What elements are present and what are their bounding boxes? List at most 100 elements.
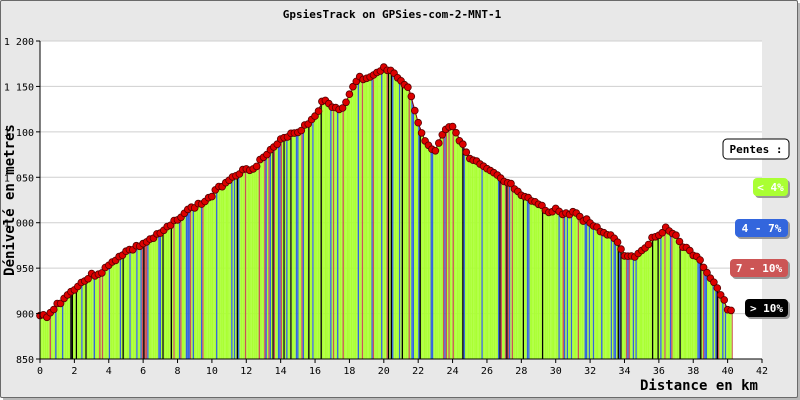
slope-bar <box>522 197 525 359</box>
slope-bar <box>121 254 123 359</box>
slope-bar <box>213 193 215 359</box>
slope-bar <box>474 162 476 359</box>
slope-bar <box>150 239 152 359</box>
slope-bar <box>232 176 234 359</box>
slope-bar <box>112 261 115 359</box>
elevation-point <box>696 256 704 264</box>
slope-bar <box>686 249 688 359</box>
elevation-point <box>338 104 347 112</box>
slope-bar <box>654 236 657 359</box>
slope-bar <box>621 250 624 359</box>
slope-bar <box>207 198 210 359</box>
slope-bar <box>719 293 721 359</box>
x-tick-label: 2 <box>71 366 77 377</box>
slope-bar <box>290 133 292 359</box>
slope-bar <box>665 228 668 359</box>
slope-bar <box>572 211 574 359</box>
slope-bar <box>609 235 611 359</box>
slope-bar <box>46 315 49 359</box>
slope-bar <box>731 313 733 359</box>
y-tick-label: 900 <box>16 310 34 321</box>
slope-bar <box>595 227 597 359</box>
slope-bar <box>295 132 298 359</box>
slope-bar <box>507 184 509 359</box>
slope-bar <box>493 174 496 359</box>
elevation-point <box>345 90 354 98</box>
slope-bar <box>229 178 232 359</box>
slope-bar <box>64 297 67 359</box>
slope-bar <box>694 256 696 359</box>
slope-bar <box>145 241 148 359</box>
elevation-point <box>297 126 306 135</box>
slope-bar <box>414 110 416 360</box>
slope-bar <box>635 254 637 359</box>
slope-bar <box>52 309 54 359</box>
slope-bar <box>136 246 138 359</box>
slope-bar <box>423 139 426 359</box>
slope-bar <box>101 270 104 359</box>
slope-bar <box>537 204 540 359</box>
slope-bar <box>222 183 225 359</box>
slope-bar <box>425 142 427 359</box>
slope-bar <box>704 268 706 359</box>
slope-bar <box>40 316 42 359</box>
slope-bar <box>662 230 665 359</box>
slope-bar <box>408 90 410 360</box>
y-tick-label: 850 <box>16 355 34 366</box>
slope-bar <box>141 243 144 359</box>
slope-bar <box>557 210 559 359</box>
slope-bar <box>565 214 567 359</box>
slope-bar <box>580 217 582 359</box>
slope-bar <box>559 212 562 359</box>
slope-bar <box>623 253 625 359</box>
slope-bar <box>371 76 373 360</box>
slope-bar <box>540 206 542 359</box>
slope-bar <box>449 125 452 359</box>
slope-bar <box>519 196 522 359</box>
slope-bar <box>178 216 181 359</box>
slope-bar <box>430 147 432 359</box>
slope-bar <box>313 116 316 360</box>
slope-bar <box>610 236 613 359</box>
elevation-point <box>713 284 722 292</box>
slope-bar <box>51 311 53 359</box>
slope-bar <box>416 120 419 359</box>
slope-bar <box>627 255 629 359</box>
slope-bar <box>462 146 464 359</box>
slope-bar <box>108 265 111 359</box>
slope-bar <box>385 67 387 359</box>
slope-bar <box>378 71 380 359</box>
slope-bar <box>335 107 338 359</box>
slope-bar <box>367 78 369 359</box>
slope-bar <box>404 84 406 360</box>
slope-bar <box>485 169 487 359</box>
slope-bar <box>583 219 585 359</box>
slope-bar <box>280 140 283 359</box>
slope-bar <box>162 231 164 359</box>
slope-bar <box>613 237 615 359</box>
slope-bar <box>628 256 630 359</box>
elevation-point <box>314 107 323 115</box>
slope-bar <box>647 242 650 359</box>
slope-bar <box>660 232 662 359</box>
slope-bar <box>205 200 207 359</box>
slope-bar <box>585 220 588 359</box>
slope-bar <box>658 233 661 359</box>
slope-bar <box>441 134 443 359</box>
x-tick-label: 34 <box>618 366 630 377</box>
slope-bar <box>368 77 371 359</box>
slope-bar <box>233 175 236 359</box>
slope-bar <box>224 182 226 359</box>
elevation-point <box>703 268 711 277</box>
elevation-markers <box>36 63 735 322</box>
slope-bar <box>199 204 201 359</box>
slope-bar <box>227 180 229 359</box>
slope-bar <box>489 172 492 359</box>
slope-bar <box>650 240 652 359</box>
slope-bar <box>625 255 628 359</box>
slope-bar <box>438 140 441 359</box>
slope-bar <box>147 241 149 359</box>
elevation-point <box>672 231 680 240</box>
slope-bar <box>517 192 519 359</box>
slope-bar <box>302 127 305 359</box>
